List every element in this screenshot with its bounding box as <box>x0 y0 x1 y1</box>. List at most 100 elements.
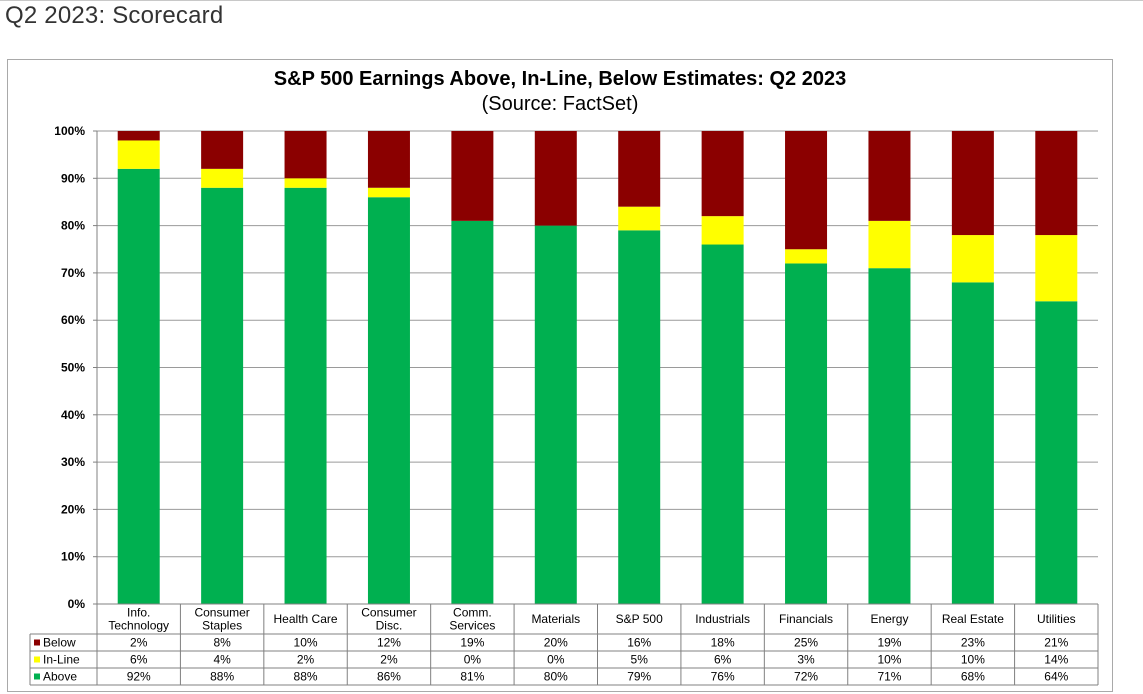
data-table-value: 4% <box>213 653 231 667</box>
bar-in-line-segment <box>785 249 828 264</box>
x-category-label: Comm. Services <box>449 606 495 633</box>
chart-title: S&P 500 Earnings Above, In-Line, Below E… <box>273 68 847 90</box>
data-table-value: 10% <box>961 653 985 667</box>
data-table-value: 16% <box>627 636 651 650</box>
x-category-label: Consumer Disc. <box>361 606 416 633</box>
legend-swatch-in-line <box>34 656 40 663</box>
legend-swatch-below <box>34 639 40 646</box>
y-tick-label: 0% <box>68 597 86 611</box>
data-table-value: 80% <box>544 670 568 684</box>
bar-in-line-segment <box>201 168 244 188</box>
x-category-label: Health Care <box>274 612 338 626</box>
x-category-label: Materials <box>531 612 580 626</box>
y-tick-label: 60% <box>61 313 85 327</box>
data-table-value: 20% <box>544 636 568 650</box>
legend-label: Above <box>43 670 77 684</box>
bar-below-segment <box>201 131 244 169</box>
data-table-value: 2% <box>130 636 148 650</box>
bar-in-line-segment <box>367 187 410 198</box>
y-tick-label: 80% <box>61 219 85 233</box>
bar-below-segment <box>367 131 410 188</box>
bar-in-line-segment <box>701 216 744 245</box>
bar-above-segment <box>284 187 327 604</box>
data-table-value: 86% <box>377 670 401 684</box>
bar-above-segment <box>951 282 994 604</box>
data-table-value: 23% <box>961 636 985 650</box>
bar-in-line-segment <box>868 220 911 269</box>
x-category-label: Utilities <box>1037 612 1076 626</box>
legend-swatch-above <box>34 673 40 680</box>
data-table-value: 19% <box>460 636 484 650</box>
bar-above-segment <box>868 268 911 604</box>
y-tick-label: 20% <box>61 502 85 516</box>
bar-below-segment <box>1035 131 1078 236</box>
data-table-value: 19% <box>877 636 901 650</box>
data-table-value: 25% <box>794 636 818 650</box>
data-table-value: 6% <box>714 653 732 667</box>
bar-below-segment <box>618 131 661 207</box>
data-table-value: 10% <box>877 653 901 667</box>
bar-above-segment <box>534 225 577 604</box>
data-table-value: 88% <box>210 670 234 684</box>
data-table-value: 2% <box>297 653 315 667</box>
data-table-value: 71% <box>877 670 901 684</box>
bar-below-segment <box>284 131 327 179</box>
x-category-label: Info. Technology <box>108 606 169 633</box>
data-table-value: 21% <box>1044 636 1068 650</box>
bar-in-line-segment <box>284 178 327 188</box>
data-table-value: 0% <box>464 653 482 667</box>
x-category-label: S&P 500 <box>616 612 663 626</box>
data-table-value: 5% <box>631 653 649 667</box>
data-table-value: 88% <box>294 670 318 684</box>
bar-above-segment <box>201 187 244 604</box>
bar-in-line-segment <box>1035 235 1078 302</box>
data-table-value: 10% <box>294 636 318 650</box>
x-category-label: Energy <box>870 612 908 626</box>
y-tick-label: 90% <box>61 171 85 185</box>
bar-below-segment <box>868 131 911 221</box>
bar-above-segment <box>367 197 410 604</box>
bar-below-segment <box>701 131 744 217</box>
x-category-label: Real Estate <box>942 612 1004 626</box>
y-tick-label: 40% <box>61 408 85 422</box>
bar-above-segment <box>701 244 744 604</box>
bar-above-segment <box>618 230 661 604</box>
data-table-value: 81% <box>460 670 484 684</box>
bar-below-segment <box>785 131 828 250</box>
bar-in-line-segment <box>117 140 160 169</box>
top-divider <box>0 0 1143 1</box>
data-table-value: 79% <box>627 670 651 684</box>
page-title: Q2 2023: Scorecard <box>5 2 224 29</box>
y-tick-label: 100% <box>54 124 85 138</box>
x-category-label: Industrials <box>695 612 750 626</box>
bar-above-segment <box>1035 301 1078 604</box>
bar-below-segment <box>117 131 160 141</box>
bar-in-line-segment <box>951 235 994 283</box>
data-table-value: 76% <box>711 670 735 684</box>
y-tick-label: 50% <box>61 361 85 375</box>
bar-below-segment <box>451 131 494 221</box>
data-table-value: 64% <box>1044 670 1068 684</box>
data-table-value: 8% <box>213 636 231 650</box>
x-category-label: Consumer Staples <box>194 606 249 633</box>
data-table-value: 12% <box>377 636 401 650</box>
bar-above-segment <box>451 220 494 604</box>
x-category-label: Financials <box>779 612 833 626</box>
y-tick-label: 70% <box>61 266 85 280</box>
data-table-value: 72% <box>794 670 818 684</box>
y-tick-label: 10% <box>61 550 85 564</box>
bar-below-segment <box>534 131 577 226</box>
data-table-value: 0% <box>547 653 565 667</box>
bar-below-segment <box>951 131 994 236</box>
data-table-value: 18% <box>711 636 735 650</box>
bar-above-segment <box>785 263 828 604</box>
data-table-value: 68% <box>961 670 985 684</box>
bar-above-segment <box>117 168 160 604</box>
legend-label: Below <box>43 636 76 650</box>
data-table-value: 6% <box>130 653 148 667</box>
bar-in-line-segment <box>618 206 661 231</box>
data-table-value: 92% <box>127 670 151 684</box>
legend-label: In-Line <box>43 653 80 667</box>
chart-subtitle: (Source: FactSet) <box>481 93 639 115</box>
